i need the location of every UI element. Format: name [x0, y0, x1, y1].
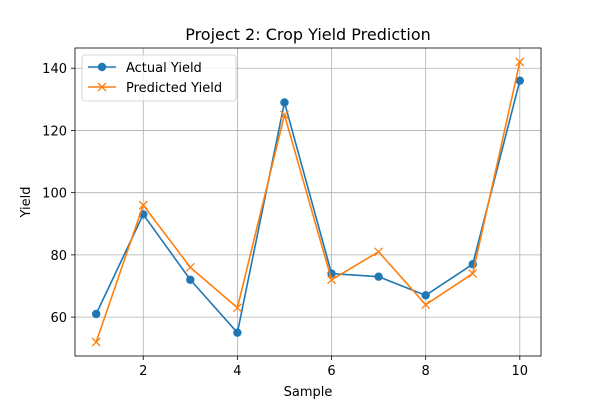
data-point-actual-yield	[280, 98, 289, 107]
legend-label-predicted: Predicted Yield	[126, 81, 222, 96]
x-axis-label: Sample	[284, 385, 333, 400]
chart-title: Project 2: Crop Yield Prediction	[185, 25, 431, 44]
data-point-actual-yield	[186, 275, 195, 284]
data-point-actual-yield	[233, 328, 242, 337]
y-tick-label: 140	[42, 62, 67, 77]
data-point-predicted-yield	[421, 300, 431, 310]
data-point-predicted-yield	[468, 269, 478, 279]
series-line-actual-yield	[95, 80, 521, 334]
data-point-predicted-yield	[185, 262, 195, 272]
ticks: 2 4 6 8 10 60 80 100 120 140	[42, 62, 528, 379]
x-tick-label: 10	[512, 364, 529, 379]
data-point-actual-yield	[515, 76, 525, 85]
legend-box	[81, 54, 237, 102]
y-tick-label: 60	[50, 311, 67, 326]
series-predicted-yield	[91, 57, 525, 347]
data-point-predicted-yield	[280, 110, 289, 120]
y-tick-label: 80	[50, 249, 67, 264]
data-point-predicted-yield	[232, 303, 242, 313]
data-point-actual-yield	[374, 272, 383, 281]
data-point-predicted-yield	[327, 275, 336, 285]
plot-frame	[74, 47, 542, 357]
y-tick-label: 120	[42, 124, 67, 139]
series-line-predicted-yield	[95, 61, 521, 343]
data-point-predicted-yield	[91, 337, 101, 347]
x-tick-label: 6	[327, 364, 335, 379]
legend-item-actual: Actual Yield	[88, 61, 202, 76]
y-axis-label: Yield	[19, 187, 34, 219]
grid	[75, 48, 541, 356]
data-point-predicted-yield	[138, 200, 148, 210]
y-tick-label: 100	[42, 187, 67, 202]
legend-marker-predicted	[97, 82, 107, 92]
axes	[74, 47, 542, 357]
legend-label-actual: Actual Yield	[126, 61, 202, 76]
legend: Actual Yield Predicted Yield	[81, 54, 237, 102]
data-point-actual-yield	[91, 309, 101, 319]
series-layer	[91, 57, 525, 347]
data-point-predicted-yield	[515, 57, 525, 67]
legend-item-predicted: Predicted Yield	[88, 81, 222, 96]
series-actual-yield	[91, 76, 525, 337]
data-point-actual-yield	[421, 291, 430, 300]
x-tick-label: 4	[233, 364, 241, 379]
x-tick-label: 2	[139, 364, 147, 379]
x-tick-label: 8	[422, 364, 430, 379]
legend-marker-actual	[97, 62, 107, 72]
data-point-predicted-yield	[374, 247, 384, 257]
